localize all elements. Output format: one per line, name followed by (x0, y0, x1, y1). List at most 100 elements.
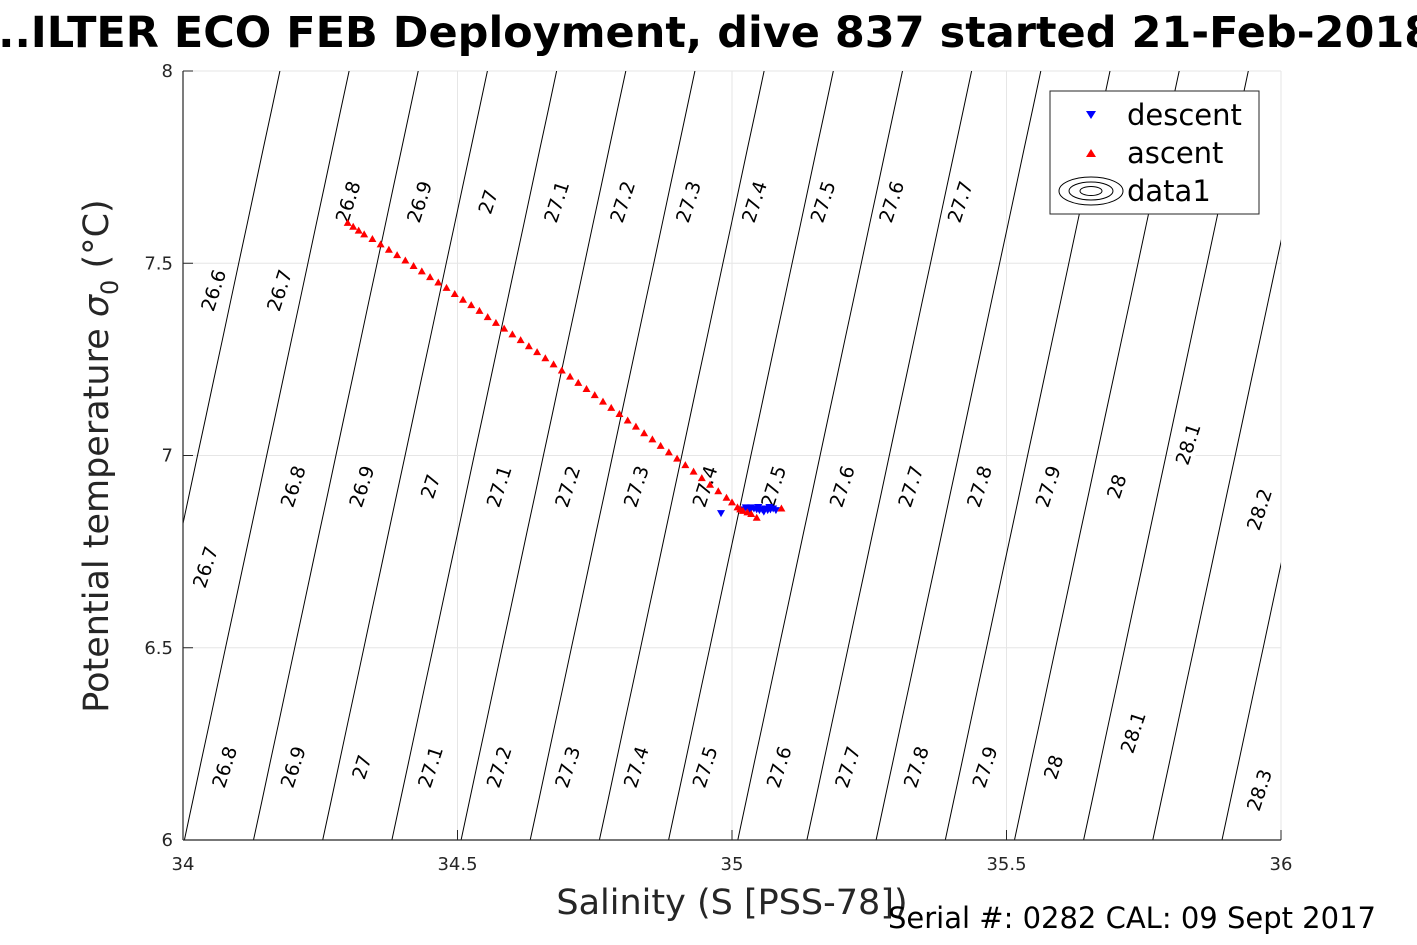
ascent-point (450, 290, 459, 298)
ascent-point (376, 240, 385, 248)
y-axis-label: Potential temperature σ0 (°C) (77, 199, 124, 712)
descent-point (759, 508, 768, 516)
ascent-point (500, 324, 509, 332)
ascent-point (426, 273, 435, 281)
ascent-point (458, 295, 467, 303)
ascent-point (738, 506, 747, 514)
ascent-point (360, 230, 369, 238)
ascent-point (747, 509, 756, 517)
ascent-point (524, 342, 533, 350)
ascent-point (566, 372, 575, 380)
legend-data1-marker (1058, 176, 1124, 206)
legend: descent ascent data1 (1049, 90, 1260, 215)
ascent-point (417, 267, 426, 275)
ascent-point (673, 454, 682, 462)
ascent-point (557, 366, 566, 374)
isopycnal-26.8 (252, 71, 419, 840)
legend-box (1049, 90, 1260, 215)
x-tick-label: 34 (172, 854, 195, 875)
ascent-point (582, 384, 591, 392)
ascent-point (409, 261, 418, 269)
ascent-point (549, 360, 558, 368)
isopycnal-26.7 (183, 71, 350, 840)
contour-label-bg (618, 742, 654, 792)
isopycnal-27.7 (875, 71, 1042, 840)
ascent-point (664, 448, 673, 456)
y-tick-label: 6.5 (144, 638, 173, 659)
contour-label-bg (275, 461, 311, 511)
contour-label-22: 27.8 (961, 461, 997, 511)
contour-label-bg (187, 542, 223, 592)
contour-label-bg (761, 742, 796, 792)
ascent-point (697, 474, 706, 482)
ascent-point (656, 441, 665, 449)
contour-label-bg (898, 742, 934, 792)
legend-descent-label: descent (1127, 98, 1242, 132)
y-axis-label-main: Potential temperature (77, 317, 117, 713)
ascent-point (533, 348, 542, 356)
contour-label-bg (604, 177, 640, 227)
contour-label-bg (1099, 461, 1134, 511)
isopycnal-28.1 (1152, 239, 1281, 840)
ascent-point (728, 498, 736, 506)
contour-label-16: 27.2 (550, 461, 585, 511)
contour-label-bg (736, 177, 772, 227)
contour-label-bg (670, 177, 706, 227)
x-axis-label: Salinity (S [PSS-78]) (556, 883, 907, 923)
contour-label-bg (401, 177, 437, 227)
y-tick-label: 6 (162, 830, 173, 851)
ascent-point (349, 222, 358, 230)
contour-label-bg (873, 177, 909, 227)
ascent-point (574, 378, 583, 386)
contour-label-bg (539, 177, 574, 227)
x-ticks: 34 34.5 35 35.5 36 (172, 830, 1292, 875)
ascent-point (752, 513, 761, 521)
ascent-point (689, 467, 698, 475)
contour-label-bg (470, 177, 505, 227)
y-axis-label-unit: (°C) (77, 199, 117, 279)
isopycnal-27.6 (806, 71, 973, 840)
isopycnal-27.5 (737, 71, 904, 840)
contour-label-bg (550, 742, 585, 792)
legend-data1-label: data1 (1127, 174, 1211, 208)
ascent-point (384, 245, 393, 253)
ascent-point (368, 235, 377, 243)
ascent-point (343, 218, 352, 226)
contour-label-bg (330, 177, 365, 227)
ascent-point (706, 480, 715, 488)
ascent-point (631, 422, 640, 430)
ascent-point (354, 226, 363, 234)
contour-label-bg (1115, 707, 1151, 757)
ascent-point (541, 354, 550, 362)
contour-label-bg (942, 177, 978, 227)
x-tick-label: 35 (721, 854, 744, 875)
contour-label-bg (344, 461, 379, 511)
isopycnal-28.2 (1221, 562, 1281, 840)
contour-label-bg (1241, 765, 1277, 815)
ascent-point (714, 487, 723, 495)
isopycnal-26.9 (322, 71, 488, 840)
descent-point (717, 510, 726, 518)
ascent-point (623, 416, 632, 424)
x-tick-label: 34.5 (437, 854, 477, 875)
contour-label-bg (755, 461, 791, 511)
series-ascent (343, 218, 786, 521)
contour-label-bg (412, 742, 448, 792)
series-descent (717, 504, 780, 518)
ascent-point (401, 256, 410, 264)
density-contours (183, 71, 1281, 840)
ascent-point (491, 318, 500, 326)
y-axis-label-sigma: σ (77, 293, 117, 317)
contour-label-bg (824, 461, 860, 511)
ascent-point (467, 301, 476, 309)
contour-label-bg (805, 177, 840, 227)
ascent-point (442, 283, 451, 291)
ascent-point (777, 504, 786, 512)
contour-label-bg (412, 461, 448, 511)
isopycnal-27.2 (529, 71, 696, 840)
contour-label-bg (967, 742, 1002, 792)
contour-label-bg (195, 265, 231, 315)
contour-label-bg (687, 461, 722, 511)
y-axis-label-subscript: 0 (96, 280, 124, 295)
